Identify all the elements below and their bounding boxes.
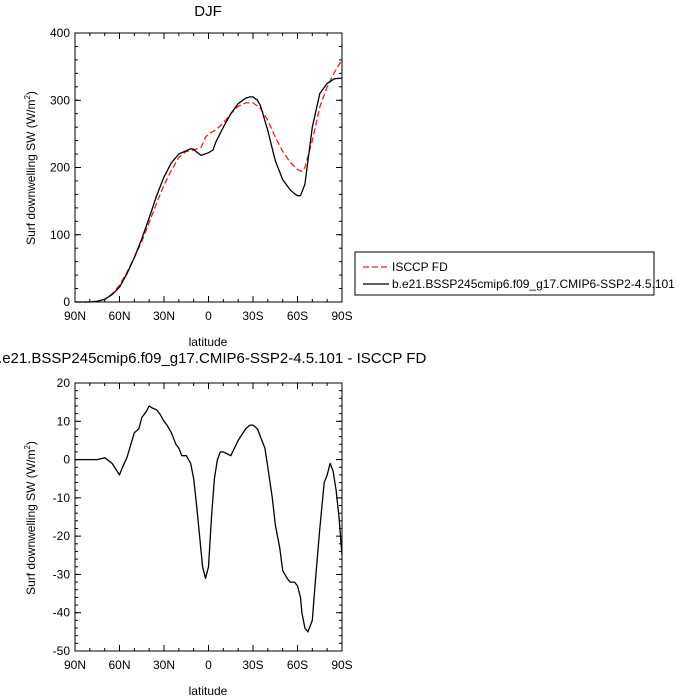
top-chart-title: DJF (194, 3, 222, 20)
bottom-chart-xtick-label: 90S (331, 658, 352, 672)
top-chart-y-axis-label-end: ) (24, 91, 38, 95)
top-chart-ytick-label: 400 (50, 26, 70, 40)
top-chart-y-axis-label-main: Surf downwelling SW (W/m (24, 100, 38, 245)
bottom-chart-ytick-label: -40 (53, 606, 71, 620)
top-chart-ytick-label: 100 (50, 228, 70, 242)
top-chart: DJF latitude Surf downwelling SW (W/m2) … (23, 3, 675, 349)
bottom-chart-ytick-label: 20 (57, 376, 71, 390)
legend-label-model: b.e21.BSSP245cmip6.f09_g17.CMIP6-SSP2-4.… (392, 277, 675, 291)
top-chart-frame (74, 32, 343, 303)
bottom-chart-ytick-label: -20 (53, 529, 71, 543)
bottom-chart-y-axis-label-end: ) (24, 441, 38, 445)
top-chart-ytick-label: 200 (50, 161, 70, 175)
bottom-chart-x-axis-label: latitude (189, 684, 228, 698)
bottom-chart-xtick-label: 0 (205, 658, 212, 672)
legend: ISCCP FD b.e21.BSSP245cmip6.f09_g17.CMIP… (354, 251, 675, 296)
top-chart-y-axis-label: Surf downwelling SW (W/m2) (23, 91, 38, 245)
top-chart-xtick-label: 0 (205, 309, 212, 323)
top-chart-series-1-line (75, 77, 343, 303)
bottom-chart-y-axis-label-sup: 2 (23, 445, 32, 450)
bottom-chart-xtick-label: 30N (153, 658, 175, 672)
bottom-chart: b.e21.BSSP245cmip6.f09_g17.CMIP6-SSP2-4.… (0, 350, 426, 698)
top-chart-series-0-line (75, 59, 343, 303)
top-chart-ytick-label: 300 (50, 93, 70, 107)
bottom-chart-ytick-label: 10 (57, 414, 71, 428)
bottom-chart-ytick-label: -50 (53, 644, 71, 658)
top-chart-plot-area: 90N 60N 30N 0 30S 60S 90S 0 100 200 300 400 (50, 26, 353, 323)
bottom-chart-xtick-label: 60S (287, 658, 308, 672)
top-chart-ytick-label: 0 (63, 295, 70, 309)
bottom-chart-plot-area: 90N 60N 30N 0 30S 60S 90S 20 10 0 -10 -20 -30 -40 -50 (53, 376, 353, 672)
bottom-chart-ytick-label: -10 (53, 491, 71, 505)
bottom-chart-y-axis-label-main: Surf downwelling SW (W/m (24, 450, 38, 595)
bottom-chart-ytick-label: 0 (63, 453, 70, 467)
bottom-chart-series-0-line (75, 405, 343, 633)
top-chart-xtick-label: 30N (153, 309, 175, 323)
bottom-chart-title: b.e21.BSSP245cmip6.f09_g17.CMIP6-SSP2-4.… (0, 350, 426, 367)
legend-label-isccp: ISCCP FD (392, 260, 448, 274)
bottom-chart-xtick-label: 60N (108, 658, 130, 672)
top-chart-xtick-label: 60N (108, 309, 130, 323)
top-chart-y-axis-label-sup: 2 (23, 95, 32, 100)
top-chart-xtick-label: 90S (331, 309, 352, 323)
top-chart-x-axis-label: latitude (189, 335, 228, 349)
top-chart-xtick-label: 60S (287, 309, 308, 323)
legend-box (354, 251, 655, 296)
bottom-chart-ytick-label: -30 (53, 567, 71, 581)
bottom-chart-xtick-label: 30S (242, 658, 263, 672)
top-chart-xtick-label: 90N (64, 309, 86, 323)
bottom-chart-xtick-label: 90N (64, 658, 86, 672)
bottom-chart-y-axis-label: Surf downwelling SW (W/m2) (23, 441, 38, 595)
top-chart-xtick-label: 30S (242, 309, 263, 323)
